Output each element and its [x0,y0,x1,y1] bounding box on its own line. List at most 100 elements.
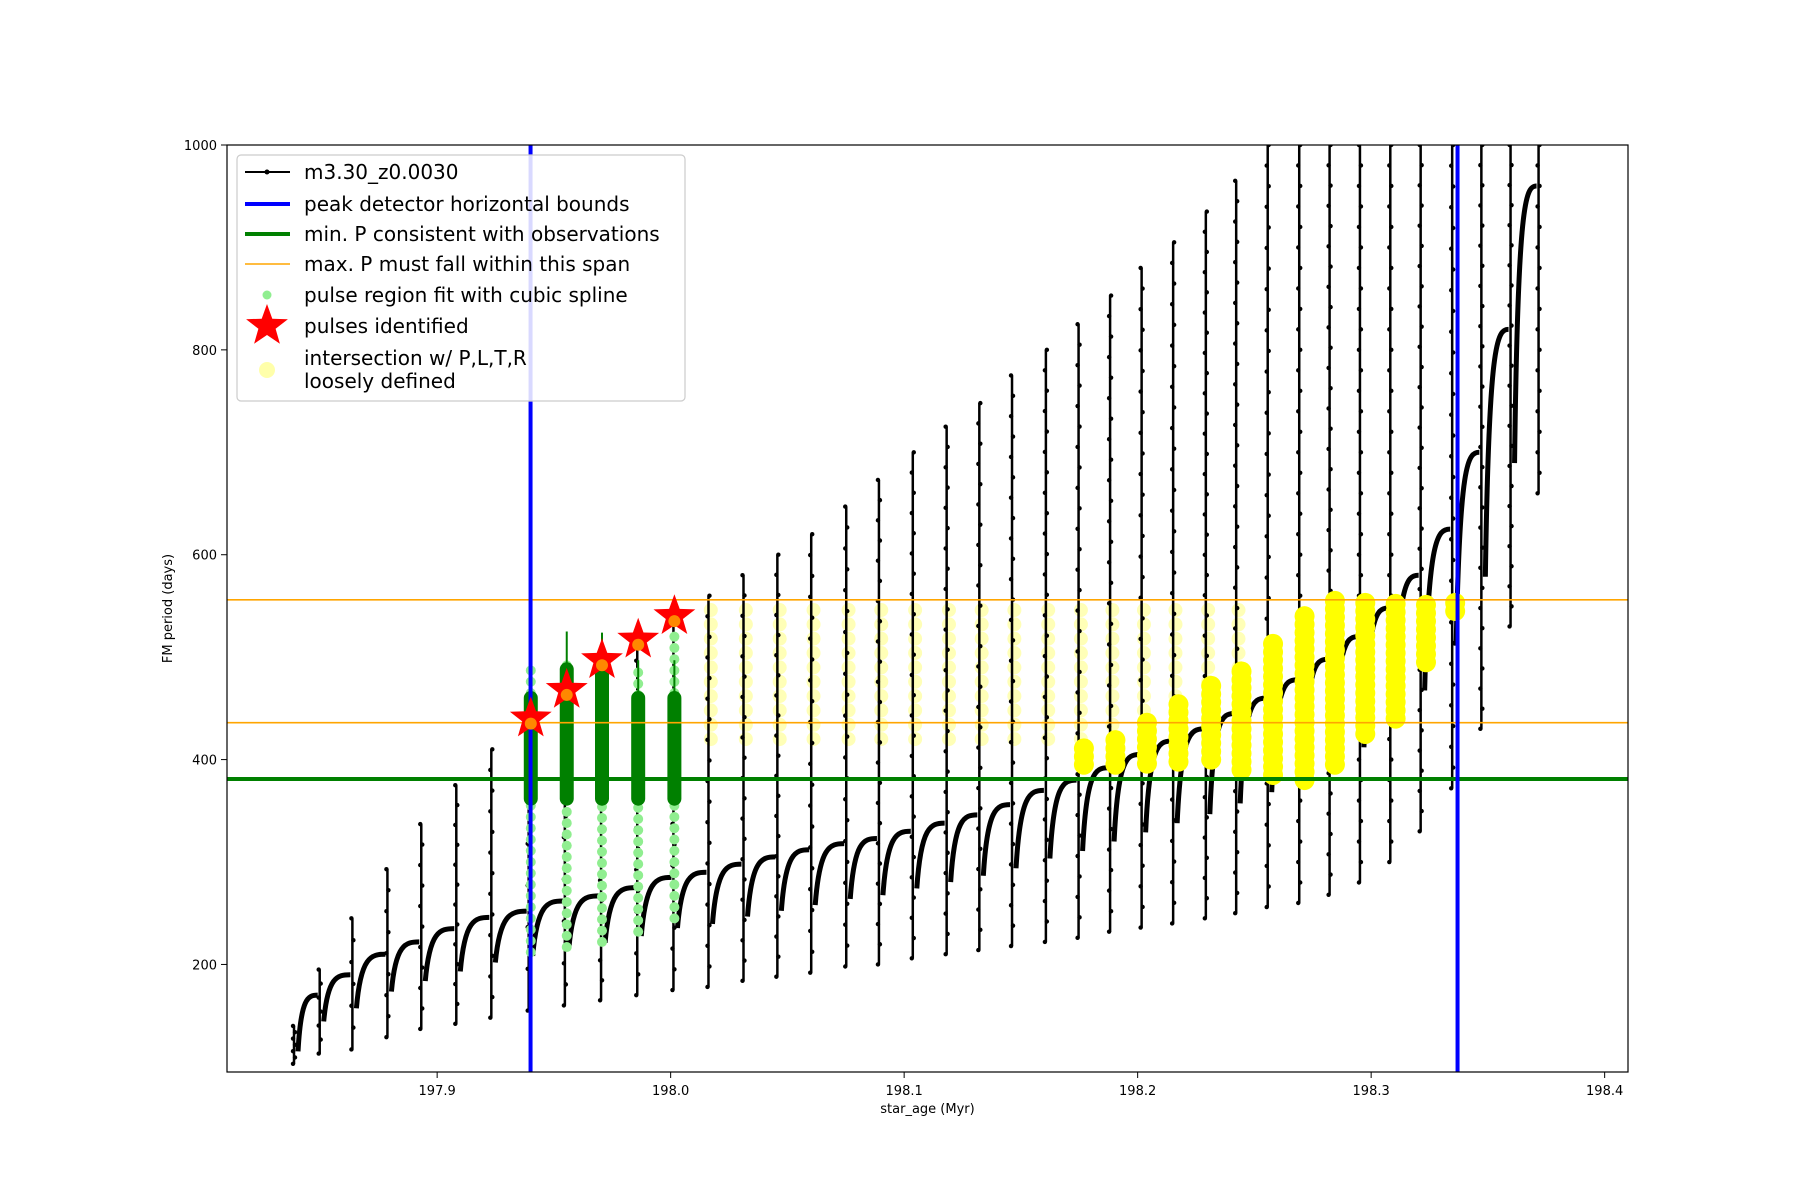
x-tick-label: 198.1 [886,1084,923,1099]
track-point [1204,451,1210,457]
track-point [1202,431,1208,436]
track-point [707,634,712,640]
track-point [1419,364,1424,370]
intersection-marker-bright [1168,694,1189,715]
track-point [1298,265,1303,271]
spline-fit-point [669,879,680,890]
track-point [1008,821,1014,826]
track-segment [745,854,776,917]
track-point [1042,613,1048,618]
track-point [943,586,948,592]
spline-fit-point [633,915,644,926]
intersection-marker-light [974,631,989,646]
intersection-marker-light [1073,717,1088,732]
track-point [1138,636,1143,642]
track-point [707,799,712,804]
track-point [808,928,813,934]
track-point [1106,478,1112,483]
track-point [1008,780,1014,786]
legend-label: pulses identified [304,314,469,338]
track-point [1169,508,1175,513]
intersection-marker-light [738,646,753,661]
track-point [705,655,710,660]
track-point [742,714,747,720]
track-segment [914,820,945,889]
track-point [1356,388,1362,394]
track-point [1234,483,1240,489]
track-point [1140,410,1145,415]
intersection-marker-light [974,717,989,732]
track-point [843,546,848,551]
track-point [1010,760,1016,765]
track-point [1328,264,1333,269]
track-point [976,947,981,953]
track-point [843,671,848,677]
spline-fit-point [561,919,572,930]
track-point [1232,422,1238,428]
track-point [1169,838,1175,844]
track-point [1296,900,1301,906]
track-point [1480,223,1485,228]
track-point [453,902,458,907]
track-point [810,532,815,537]
track-point [1234,321,1240,326]
track-point [1075,485,1080,491]
track-point [909,794,914,799]
track-point [909,875,914,880]
track-point [978,400,983,406]
track-point [909,713,914,718]
track-point [1108,580,1114,586]
track-point [1509,202,1514,208]
track-point [1204,532,1210,537]
track-point [1232,504,1238,509]
track-point [455,922,460,927]
track-point [1044,919,1050,924]
spline-fit-point [561,908,572,919]
track-point [1356,757,1362,762]
track-point [1234,198,1240,204]
track-point [1171,363,1177,369]
track-point [1387,163,1392,168]
track-point [1387,736,1392,742]
track-point [1419,284,1424,289]
track-point [1266,348,1271,354]
y-tick-label: 200 [192,958,217,973]
track-point [1266,884,1271,889]
track-point [1507,223,1512,228]
track-point [875,921,881,927]
track-point [318,1037,323,1042]
track-point [1389,347,1394,353]
track-point [705,943,710,948]
intersection-marker-bright [1294,606,1315,627]
track-point [1356,265,1362,271]
track-point [384,866,389,872]
track-point [843,755,848,760]
track-point [1356,839,1362,844]
track-point [909,591,914,597]
track-point [1387,573,1392,578]
spline-fit-point [561,896,572,907]
track-point [1077,424,1082,429]
track-point [1507,503,1512,509]
track-point [1010,638,1016,643]
track-point [1234,361,1240,367]
track-point [1478,162,1483,168]
track-point [1419,808,1424,814]
track-point [845,734,850,739]
track-point [1389,798,1394,803]
track-point [808,970,813,975]
pulse-star [617,617,660,658]
track-point [561,1003,567,1008]
track-point [1202,875,1208,881]
track-point [742,633,747,639]
track-point [978,806,983,811]
track-point [1108,621,1114,627]
track-point [1298,798,1303,803]
track-point [976,542,981,548]
track-point [1010,393,1016,399]
track-point [1356,183,1362,189]
track-point [1478,646,1483,651]
track-point [1450,682,1456,687]
track-point [1042,490,1048,495]
track-point [909,551,914,556]
